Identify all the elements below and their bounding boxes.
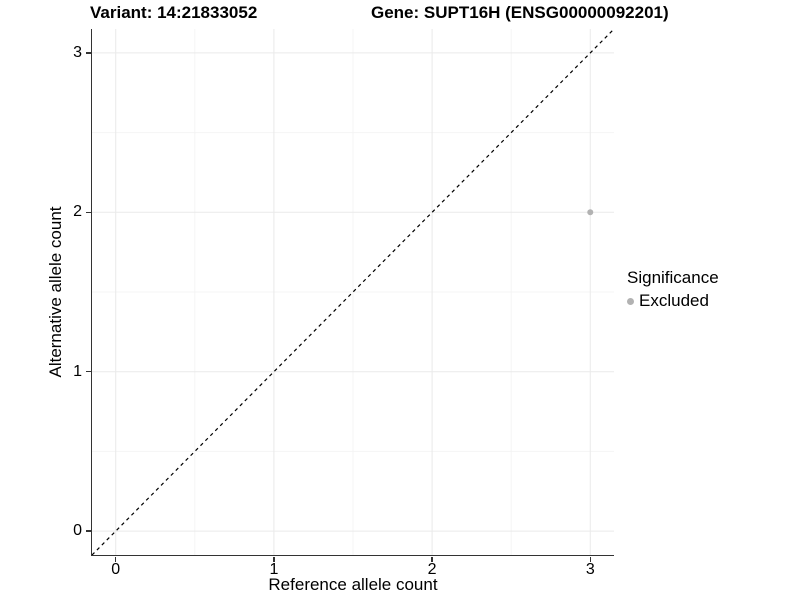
legend-dot-icon [627, 297, 634, 305]
y-tick-label: 0 [73, 522, 82, 540]
y-tick-label: 1 [73, 362, 82, 380]
x-axis-title: Reference allele count [268, 575, 438, 594]
y-tick-mark [85, 211, 91, 214]
x-tick-mark [431, 556, 433, 562]
y-tick-label: 2 [73, 203, 82, 221]
y-tick-mark [85, 530, 91, 532]
scatter-plot [91, 29, 614, 555]
legend-items: Excluded [627, 291, 719, 311]
x-tick-label: 1 [269, 561, 279, 578]
legend-title: Significance [627, 268, 719, 287]
y-axis-title: Alternative allele count [46, 206, 65, 378]
gene-title: Gene: SUPT16H (ENSG00000092201) [371, 3, 669, 22]
plot-panel [90, 29, 614, 556]
x-tick-label: 2 [427, 561, 437, 578]
x-tick-mark [589, 556, 592, 562]
x-tick-label: 0 [111, 561, 121, 578]
legend: Significance Excluded [627, 268, 719, 311]
legend-item-label: Excluded [639, 291, 709, 310]
variant-title: Variant: 14:21833052 [90, 3, 258, 22]
y-tick-label: 3 [73, 43, 82, 61]
identity-reference-line [91, 29, 614, 555]
y-tick-mark [85, 52, 91, 54]
x-tick-mark [273, 556, 275, 562]
y-tick-mark [85, 370, 91, 373]
data-point [586, 209, 593, 216]
x-tick-label: 3 [585, 561, 595, 578]
x-tick-mark [114, 556, 117, 562]
legend-item: Excluded [627, 291, 719, 311]
